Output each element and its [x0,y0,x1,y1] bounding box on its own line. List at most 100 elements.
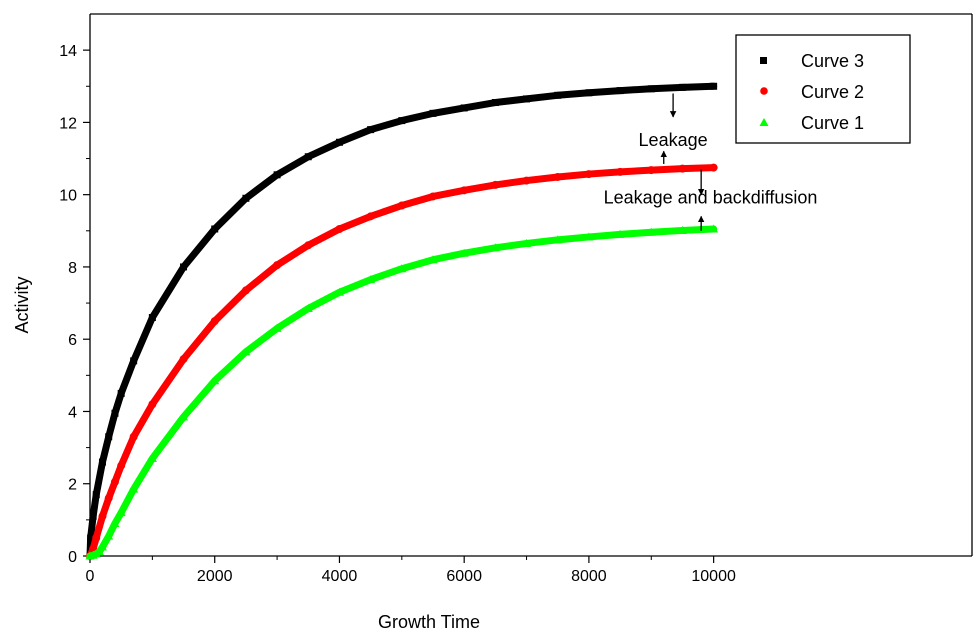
point-curve-3 [304,153,312,161]
point-curve-2 [553,172,562,181]
point-curve-3 [616,87,624,95]
y-tick-label-4: 4 [68,404,77,421]
x-tick-label-10000: 10000 [691,568,736,585]
point-curve-1 [459,248,469,257]
x-tick-label-2000: 2000 [197,568,233,585]
point-curve-3 [89,512,97,520]
point-curve-2 [98,512,107,521]
point-curve-2 [709,163,718,172]
point-curve-2 [179,355,188,364]
point-curve-2 [429,192,437,201]
point-curve-2 [92,533,101,542]
x-tick-label-8000: 8000 [571,568,607,585]
point-curve-3 [87,534,95,542]
point-curve-2 [335,224,344,233]
point-curve-1 [241,347,251,356]
series-layer [85,82,719,560]
legend-label-curve-3: Curve 3 [801,51,864,71]
point-curve-3 [523,95,531,103]
point-curve-3 [111,409,119,417]
annotations: Leakage Leakage and backdiffusion [604,93,818,231]
point-curve-1 [646,227,656,236]
point-curve-1 [490,243,500,252]
point-curve-2 [584,170,593,179]
point-curve-2 [397,201,406,210]
point-curve-1 [677,225,687,234]
point-curve-2 [148,400,157,409]
point-curve-2 [241,286,250,295]
point-curve-3 [92,491,100,499]
y-tick-label-2: 2 [68,477,77,494]
point-curve-3 [460,104,468,112]
series-line-curve-3 [86,82,718,560]
point-curve-1 [147,453,157,462]
point-curve-1 [116,508,126,517]
point-curve-3 [98,458,106,466]
y-tick-label-14: 14 [59,43,77,60]
point-curve-1 [97,542,107,551]
x-tick-label-4000: 4000 [322,568,358,585]
y-axis-title: Activity [12,276,32,333]
x-axis: 0 2000 4000 6000 8000 10000 [86,556,736,585]
point-curve-3 [429,109,437,117]
annotation-label-1: Leakage [639,130,708,150]
point-curve-2 [129,432,138,441]
point-curve-1 [584,232,594,241]
point-curve-3 [242,194,250,202]
point-curve-2 [104,494,113,503]
series-curve-1 [85,224,719,560]
point-curve-3 [273,171,281,179]
point-curve-3 [130,357,138,365]
point-curve-1 [553,235,563,244]
point-curve-1 [366,275,376,284]
point-curve-1 [110,518,120,527]
annotation-label-2: Leakage and backdiffusion [604,188,818,208]
point-curve-1 [210,376,220,385]
legend-marker-curve-3 [760,57,767,64]
point-curve-2 [522,176,531,185]
point-curve-2 [460,186,469,195]
point-curve-2 [273,261,282,270]
point-curve-1 [428,255,438,264]
y-axis: 0 2 4 6 8 10 12 14 [59,43,90,566]
point-curve-3 [148,314,156,322]
point-curve-1 [104,531,114,540]
point-curve-3 [710,82,718,90]
legend-label-curve-1: Curve 1 [801,113,864,133]
point-curve-3 [335,138,343,146]
point-curve-3 [211,225,219,233]
point-curve-3 [491,99,499,107]
point-curve-2 [491,180,500,189]
point-curve-3 [678,83,686,91]
point-curve-1 [334,287,344,296]
point-curve-2 [304,241,313,250]
legend-label-curve-2: Curve 2 [801,82,864,102]
point-curve-1 [397,264,407,273]
point-curve-1 [272,323,282,332]
point-curve-2 [678,164,687,173]
x-tick-label-0: 0 [86,568,95,585]
legend: Curve 3 Curve 2 Curve 1 [735,34,911,144]
legend-marker-curve-1 [759,118,769,126]
point-curve-2 [616,167,625,176]
point-curve-1 [94,547,104,556]
point-curve-2 [647,166,656,175]
x-axis-title: Growth Time [378,612,480,632]
y-tick-label-10: 10 [59,188,77,205]
y-tick-label-0: 0 [68,549,77,566]
point-curve-3 [647,85,655,93]
annotation-2: Leakage and backdiffusion [604,169,818,231]
point-curve-3 [117,389,125,397]
series-line-curve-1 [86,225,718,560]
point-curve-2 [110,477,119,486]
point-curve-2 [117,461,126,470]
point-curve-1 [179,412,189,421]
series-curve-3 [86,82,718,560]
point-curve-2 [210,317,219,326]
point-curve-2 [366,212,375,221]
annotation-1: Leakage [639,93,708,164]
point-curve-3 [554,91,562,99]
point-curve-1 [129,484,139,493]
plot-frame [89,13,973,557]
